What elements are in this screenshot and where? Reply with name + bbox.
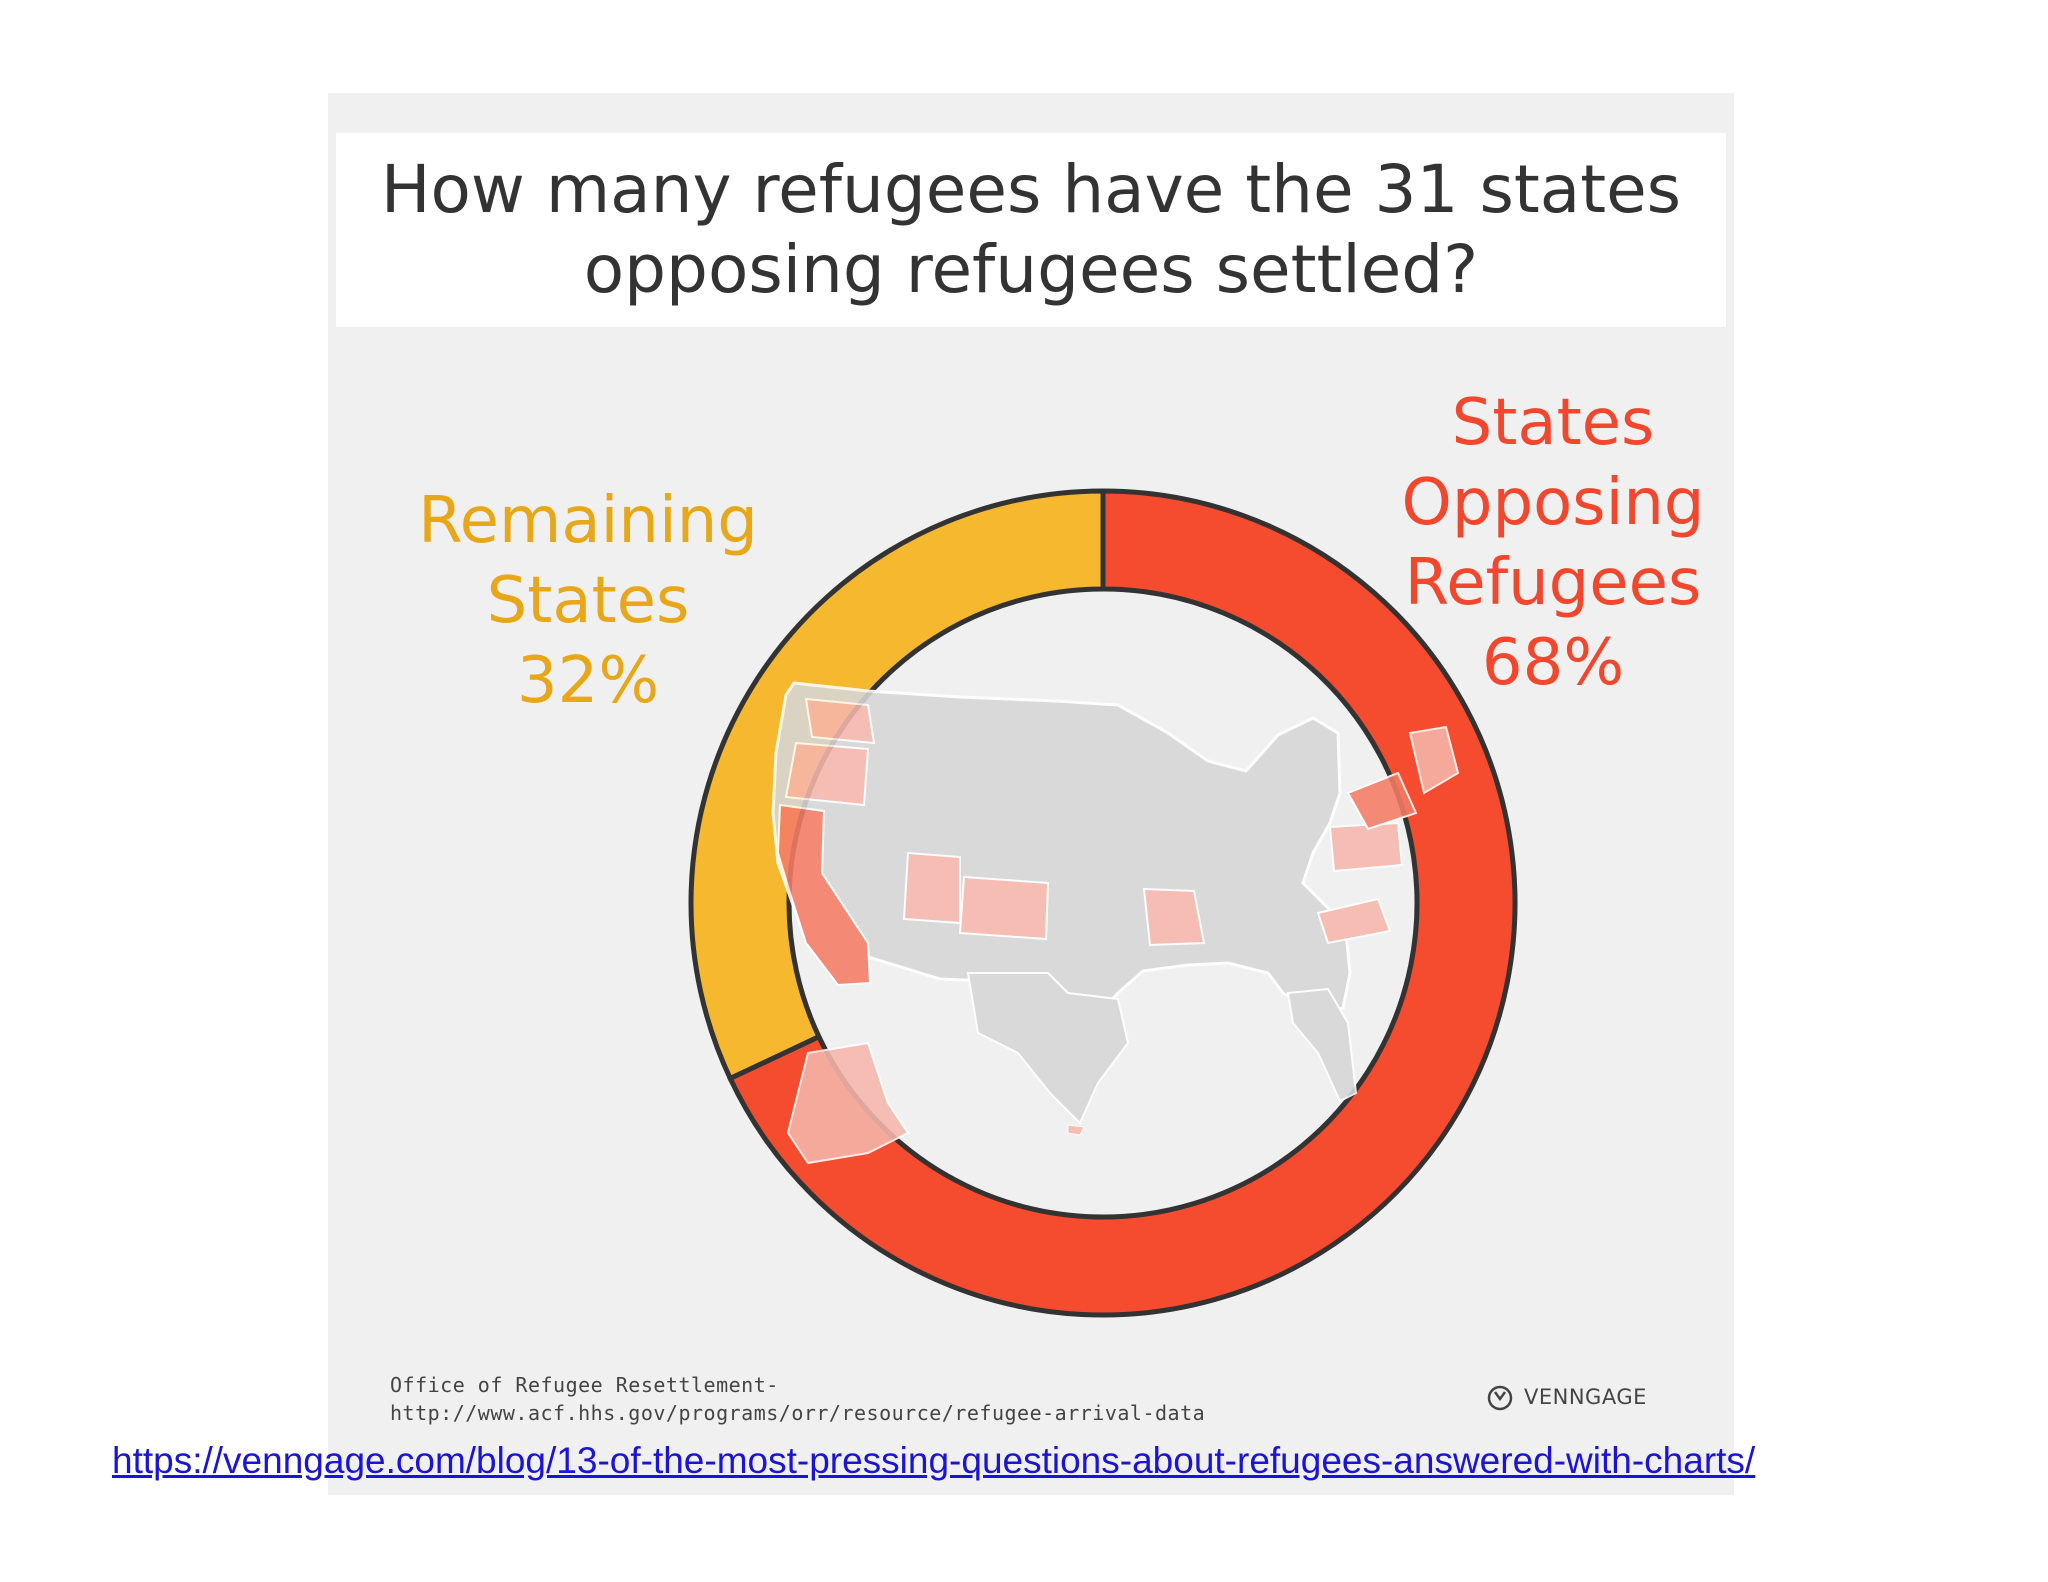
chart-title: How many refugees have the 31 states opp… xyxy=(380,151,1682,308)
map-state-missouri xyxy=(1142,887,1206,947)
source-line-2: http://www.acf.hhs.gov/programs/orr/reso… xyxy=(390,1401,1206,1425)
map-state-utah xyxy=(902,851,961,925)
remaining-value-label: 32% xyxy=(516,644,660,718)
opposing-label-line-1: States xyxy=(1451,386,1655,460)
source-citation: Office of Refugee Resettlement- http://w… xyxy=(390,1371,1205,1427)
map-state-hawaii xyxy=(1067,1124,1085,1136)
source-line-1: Office of Refugee Resettlement- xyxy=(390,1373,779,1397)
map-state-colorado xyxy=(958,875,1050,941)
opposing-label-line-3: Refugees xyxy=(1404,546,1702,620)
map-state-texas xyxy=(966,972,1130,1125)
remaining-label-line-2: States xyxy=(486,564,690,638)
venngage-logo-icon xyxy=(1487,1385,1513,1411)
title-box: How many refugees have the 31 states opp… xyxy=(336,133,1726,327)
opposing-states-label: States Opposing Refugees 68% xyxy=(1393,383,1713,703)
venngage-logo-text: VENNGAGE xyxy=(1524,1385,1647,1409)
map-state-new-york xyxy=(1346,771,1418,831)
opposing-label-line-2: Opposing xyxy=(1401,466,1705,540)
us-map-illustration xyxy=(771,681,1460,1165)
map-state-alaska xyxy=(786,1041,910,1165)
map-state-virginia xyxy=(1316,897,1392,945)
donut-chart xyxy=(688,488,1518,1318)
map-state-washington xyxy=(804,697,876,745)
reference-url-link[interactable]: https://venngage.com/blog/13-of-the-most… xyxy=(112,1440,1756,1481)
remaining-states-label: Remaining States 32% xyxy=(408,481,768,721)
venngage-logo: VENNGAGE xyxy=(1486,1383,1647,1411)
map-state-california xyxy=(776,803,872,987)
infographic-panel: How many refugees have the 31 states opp… xyxy=(328,93,1734,1495)
remaining-label-line-1: Remaining xyxy=(418,484,758,558)
map-state-maine xyxy=(1408,725,1460,795)
opposing-value-label: 68% xyxy=(1481,626,1625,700)
map-state-florida xyxy=(1286,987,1358,1103)
map-state-pennsylvania xyxy=(1328,821,1404,873)
map-state-oregon xyxy=(784,741,870,807)
donut-slice-opposing xyxy=(726,488,1518,1318)
